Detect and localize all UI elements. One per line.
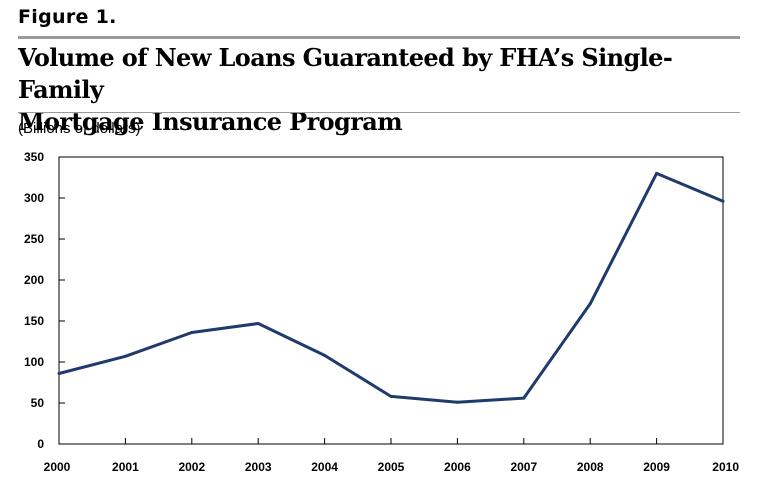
data-point-2004 — [323, 353, 327, 357]
data-point-2005 — [389, 394, 393, 398]
chart-title: Volume of New Loans Guaranteed by FHA’s … — [18, 42, 738, 138]
chart-title-line-2: Mortgage Insurance Program — [18, 107, 403, 136]
data-point-2001 — [123, 354, 127, 358]
chart-title-line-1: Volume of New Loans Guaranteed by FHA’s … — [18, 43, 673, 104]
data-point-2008 — [588, 302, 592, 306]
x-tick-label: 2004 — [311, 460, 338, 474]
y-tick-label: 100 — [24, 355, 44, 369]
y-axis-unit-label: (Billions of dollars) — [18, 120, 141, 137]
y-tick-label: 300 — [24, 191, 44, 205]
figure-label: Figure 1. — [18, 6, 117, 28]
x-tick-label: 2010 — [712, 460, 739, 474]
x-tick-label: 2000 — [44, 460, 71, 474]
data-point-2003 — [256, 321, 260, 325]
title-rule — [18, 112, 740, 113]
y-tick-label: 50 — [31, 396, 45, 410]
x-tick-label: 2007 — [510, 460, 537, 474]
series-points — [57, 171, 725, 404]
y-tick-label: 0 — [37, 437, 44, 451]
x-tick-label: 2005 — [378, 460, 405, 474]
series-line — [58, 171, 724, 404]
y-tick-label: 150 — [24, 314, 44, 328]
x-tick-label: 2001 — [112, 460, 139, 474]
data-point-2007 — [522, 396, 526, 400]
x-axis: 2000 2001 2002 2003 2004 2005 2006 2007 2008 2009… — [44, 438, 739, 474]
plot-frame — [58, 156, 724, 445]
x-tick-label: 2009 — [643, 460, 670, 474]
data-point-2009 — [655, 171, 659, 175]
y-tick-label: 250 — [24, 232, 44, 246]
data-point-2002 — [190, 330, 194, 334]
x-tick-label: 2002 — [178, 460, 205, 474]
data-point-2000 — [57, 371, 61, 375]
data-point-2006 — [455, 400, 459, 404]
data-point-2010 — [721, 199, 725, 203]
x-tick-label: 2003 — [245, 460, 272, 474]
x-tick-label: 2006 — [444, 460, 471, 474]
y-axis: 0 50 100 150 200 250 300 350 — [24, 150, 65, 451]
y-tick-label: 350 — [24, 150, 44, 164]
y-tick-label: 200 — [24, 273, 44, 287]
top-rule — [18, 36, 740, 39]
x-tick-label: 2008 — [577, 460, 604, 474]
